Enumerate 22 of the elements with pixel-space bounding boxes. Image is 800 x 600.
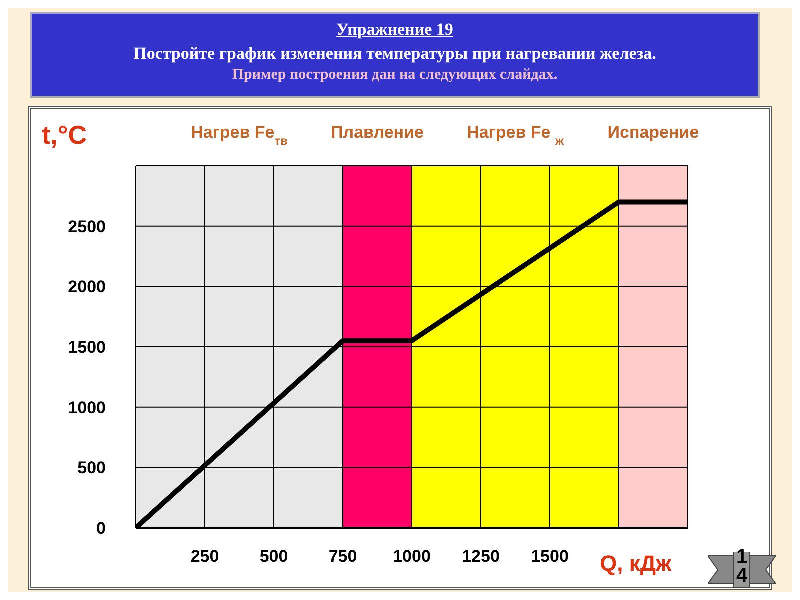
y-tick-label: 2000 <box>68 278 106 297</box>
x-tick-label: 500 <box>260 547 288 566</box>
band-label: Нагрев Fe $_{ж}$ <box>467 123 564 148</box>
band-label: Нагрев Fe$_{тв}$ <box>191 123 288 148</box>
x-tick-label: 250 <box>190 547 220 566</box>
y-tick-label: 0 <box>96 519 106 538</box>
x-tick-label: 750 <box>328 547 358 566</box>
x-axis-title: Q, кДж <box>600 551 672 577</box>
text: Пример построения дан на следующих слайдах. <box>231 67 559 84</box>
x-tick-label: 1500 <box>531 547 569 566</box>
y-tick-label: 2500 <box>68 217 106 236</box>
y-tick-label: 500 <box>78 458 106 478</box>
y-tick-label: 1000 <box>68 398 106 418</box>
chart-title: Упражнение 19 <box>336 20 454 40</box>
text: 14 <box>735 546 749 587</box>
y-tick-label: 1500 <box>68 338 106 357</box>
band-label: Плавление <box>331 123 424 142</box>
chart-subtitle: Постройте график изменения температуры при нагревании железа. <box>132 44 658 64</box>
y-axis-title: t,°C <box>42 120 88 151</box>
band-label: Испарение <box>608 123 700 142</box>
x-tick-label: 1000 <box>393 547 431 566</box>
x-tick-label: 1250 <box>462 547 500 566</box>
